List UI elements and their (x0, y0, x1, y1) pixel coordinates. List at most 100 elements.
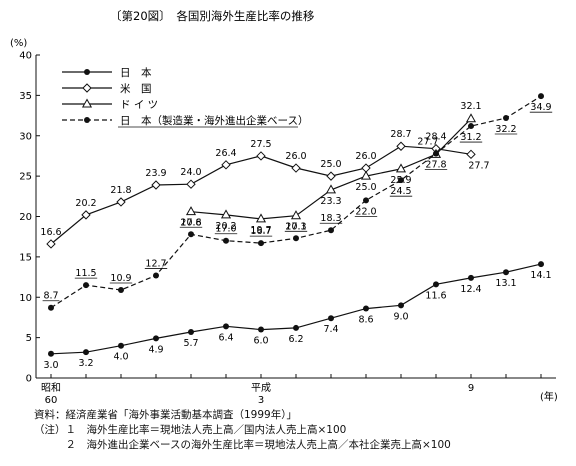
data-point (258, 326, 264, 333)
x-tick-sublabel: 3 (258, 395, 264, 406)
data-point (223, 323, 229, 330)
data-label: 25.0 (355, 182, 376, 193)
data-point (468, 123, 474, 130)
data-point (538, 261, 544, 268)
data-point (396, 141, 406, 151)
data-label: 5.7 (183, 338, 198, 349)
data-point (293, 235, 299, 242)
data-point (433, 150, 439, 157)
data-label: 11.5 (75, 268, 96, 279)
data-point (188, 231, 194, 238)
data-label: 20.6 (180, 218, 201, 229)
data-label: 6.4 (218, 332, 233, 343)
data-point (538, 93, 544, 100)
data-point (503, 269, 509, 276)
series-layer: 3.0 3.2 4.0 4.9 5.7 6.4 6.0 6.2 7.4 8.6 9.0 11.6 12.… (40, 93, 553, 371)
y-tick-label: 5 (26, 333, 32, 344)
data-label: 20.2 (75, 198, 96, 209)
legend-label: 日 本（製造業・海外進出企業ベース） (120, 114, 308, 127)
legend-label: 日 本 (120, 66, 152, 79)
data-label: 23.3 (320, 196, 341, 207)
y-tick-label: 30 (19, 131, 32, 142)
data-label: 12.4 (460, 284, 481, 295)
data-point (258, 240, 264, 247)
data-point (118, 286, 124, 293)
data-label: 3.2 (78, 358, 93, 369)
series-1: 16.6 20.2 21.8 23.9 24.0 26.4 27.5 26.0 25.0 26.0… (40, 129, 490, 249)
data-label: 6.0 (253, 336, 268, 347)
legend-label: ド イ ツ (120, 99, 158, 111)
data-label: 10.9 (110, 273, 131, 284)
legend-marker (82, 83, 92, 93)
data-label: 27.8 (425, 160, 446, 171)
data-point (220, 209, 232, 219)
data-point (328, 315, 334, 322)
data-label: 20.2 (215, 221, 236, 232)
data-point (326, 171, 336, 181)
data-label: 4.9 (148, 344, 163, 355)
series-3: 8.7 11.5 10.9 12.7 17.8 17.0 16.7 17.3 18.3 22.0 2… (42, 93, 553, 311)
data-point (48, 304, 54, 311)
data-label: 13.1 (495, 278, 516, 289)
y-tick-label: 10 (19, 293, 32, 304)
data-label: 24.0 (180, 167, 201, 178)
data-label: 26.0 (355, 151, 376, 162)
data-point (468, 274, 474, 281)
data-label: 17.3 (285, 221, 306, 232)
y-tick-label: 15 (19, 252, 32, 263)
data-point (290, 210, 302, 220)
y-tick-label: 20 (19, 212, 32, 223)
data-point (465, 113, 477, 123)
data-point (83, 282, 89, 289)
data-point (291, 163, 301, 173)
data-point (398, 302, 404, 309)
y-tick-label: 0 (26, 374, 32, 385)
data-label: 20.1 (285, 222, 306, 233)
notes: 資料：経済産業省「海外事業活動基本調査（1999年）」 （注）１ 海外生産比率＝… (34, 408, 451, 453)
data-label: 18.3 (320, 213, 341, 224)
source-note: 資料：経済産業省「海外事業活動基本調査（1999年）」 (34, 409, 297, 421)
data-point (363, 197, 369, 204)
data-point (188, 328, 194, 335)
data-label: 27.5 (250, 139, 271, 150)
data-label: 8.7 (43, 291, 58, 302)
data-label: 8.6 (358, 315, 373, 326)
overseas-production-ratio-chart: 〔第20図〕 各国別海外生産比率の推移 (%) (年) 0 5 10 15 20 25 30… (10, 9, 558, 406)
data-label: 25.0 (320, 159, 341, 170)
data-label: 6.2 (288, 334, 303, 345)
legend-marker (84, 117, 90, 123)
y-tick-label: 40 (19, 51, 32, 62)
data-label: 4.0 (113, 352, 128, 363)
data-label: 11.6 (425, 290, 446, 301)
data-point (360, 170, 372, 180)
data-point (221, 160, 231, 170)
data-point (151, 180, 161, 190)
y-tick-label: 25 (19, 172, 32, 183)
data-point (185, 206, 197, 216)
data-point (325, 184, 337, 194)
data-point (328, 227, 334, 234)
note-1: （注）１ 海外生産比率＝現地法人売上高／国内法人売上高×100 (34, 424, 347, 436)
data-label: 7.4 (323, 324, 338, 335)
data-point (293, 324, 299, 331)
x-tick-sublabel: 60 (45, 395, 58, 406)
data-label: 27.7 (417, 136, 438, 147)
data-label: 28.7 (390, 129, 411, 140)
data-label: 24.5 (390, 186, 411, 197)
data-point (223, 237, 229, 244)
data-label: 16.7 (250, 226, 271, 237)
data-point (153, 272, 159, 279)
legend-item-2: ド イ ツ (62, 98, 158, 111)
legend-marker (81, 98, 93, 108)
data-point (466, 149, 476, 160)
data-point (395, 163, 407, 173)
data-label: 12.7 (145, 258, 166, 269)
data-label: 21.8 (110, 185, 131, 196)
note-2: ２ 海外進出企業ベースの海外生産比率＝現地法人売上高／本社企業売上高×100 (34, 439, 451, 451)
data-label: 23.9 (145, 168, 166, 179)
data-label: 27.7 (468, 160, 489, 171)
data-point (81, 210, 91, 220)
data-point (153, 335, 159, 342)
data-label: 14.1 (530, 270, 551, 281)
